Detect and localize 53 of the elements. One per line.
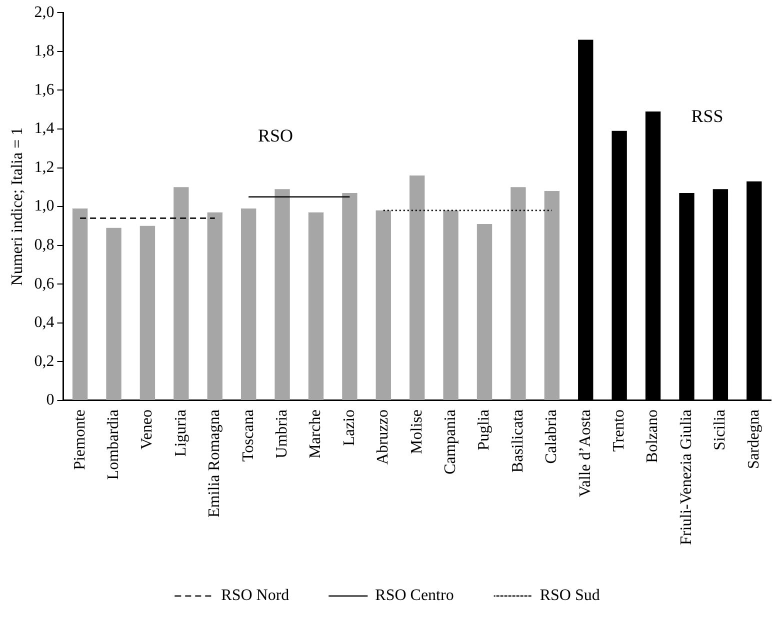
bar (207, 212, 222, 400)
bar (72, 208, 88, 400)
bar (240, 208, 256, 400)
x-tick-label: Sardegna (745, 409, 762, 470)
y-tick-label: 1,4 (34, 120, 54, 138)
legend-label: RSO Centro (375, 587, 454, 604)
bar (274, 189, 290, 400)
y-tick-label: 0,6 (34, 275, 54, 292)
bar (106, 228, 122, 400)
y-tick-label: 0,8 (34, 236, 54, 254)
x-tick-label: Abruzzo (374, 409, 392, 465)
bar (443, 210, 458, 400)
x-tick-label: Friuli-Venezia Giulia (678, 409, 695, 545)
x-tick-label: Piemonte (71, 409, 88, 470)
x-tick-label: Lombardia (104, 409, 122, 480)
x-tick-label: Emilia Romagna (206, 409, 224, 518)
y-axis-title: Numeri indice; Italia = 1 (8, 127, 26, 286)
bar (544, 191, 560, 400)
bar (510, 187, 526, 400)
bar (174, 187, 189, 400)
x-tick-label: Calabria (543, 409, 560, 464)
x-tick-label: Sicilia (712, 409, 729, 450)
x-tick-label: Trento (610, 409, 628, 452)
y-tick-label: 1,6 (34, 81, 54, 98)
x-tick-label: Marche (307, 409, 324, 458)
legend-label: RSO Sud (540, 587, 600, 604)
x-tick-label: Basilicata (509, 409, 526, 473)
annotation: RSS (691, 106, 724, 126)
x-tick-label: Bolzano (644, 409, 662, 463)
y-tick-label: 0 (46, 392, 54, 409)
legend-label: RSO Nord (221, 587, 290, 604)
y-tick-label: 1,8 (34, 42, 54, 60)
x-tick-label: Lazio (340, 409, 358, 446)
x-tick-label: Puglia (476, 409, 493, 450)
bar (140, 226, 156, 400)
bar (476, 224, 492, 400)
x-tick-label: Campania (442, 409, 460, 474)
y-tick-label: 1,0 (34, 198, 54, 215)
y-tick-label: 1,2 (34, 158, 54, 176)
x-tick-label: Umbria (273, 409, 290, 458)
y-tick-label: 2,0 (34, 4, 54, 21)
x-tick-label: Valle d’Aosta (576, 409, 594, 498)
x-tick-label: Liguria (172, 409, 190, 457)
bar (376, 210, 391, 400)
bar (342, 192, 358, 400)
y-tick-label: 0,2 (34, 352, 54, 370)
x-tick-label: Toscana (240, 409, 257, 462)
bar (410, 176, 425, 400)
annotation: RSO (258, 125, 294, 146)
y-tick-label: 0,4 (34, 314, 54, 332)
x-tick-label: Veneo (138, 409, 156, 450)
bar (308, 212, 324, 400)
x-tick-label: Molise (408, 409, 426, 454)
